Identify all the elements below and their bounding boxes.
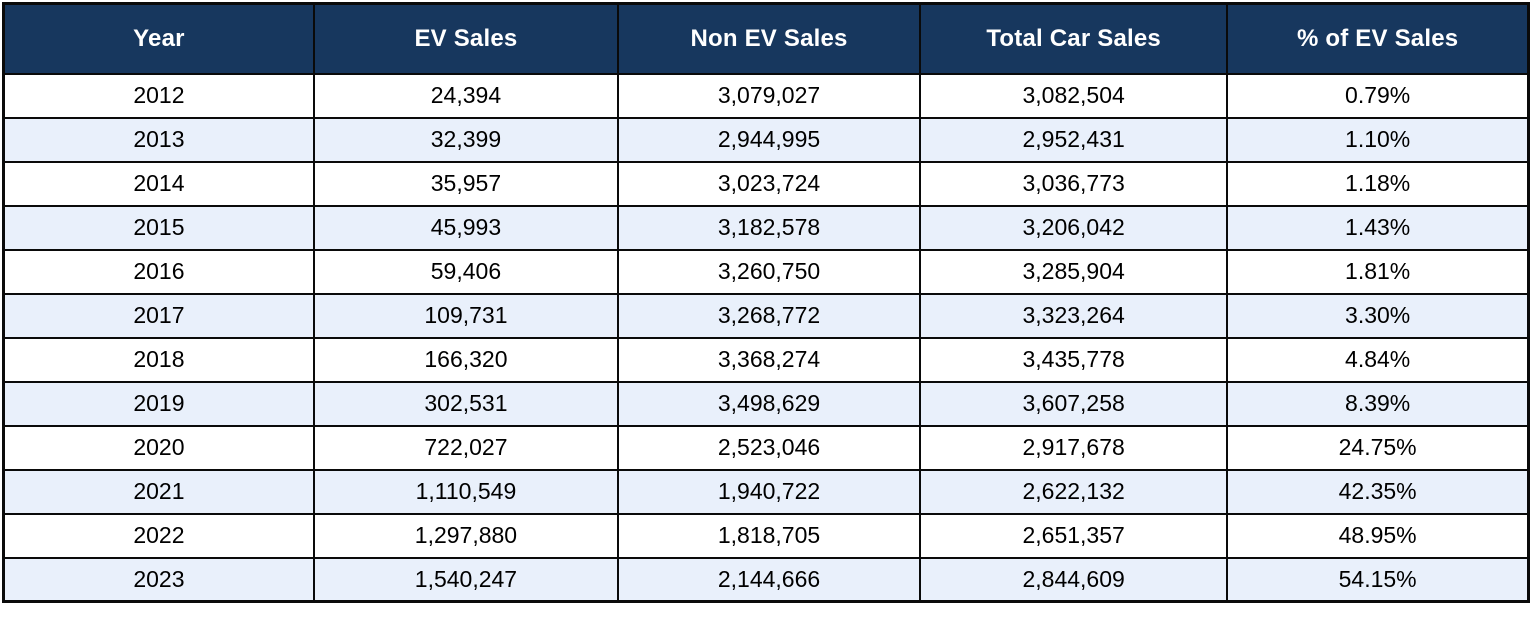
table-cell: 3,498,629 <box>617 380 921 427</box>
table-cell: 302,531 <box>312 380 620 427</box>
table-cell: 2,844,609 <box>918 556 1229 603</box>
table-cell: 48.95% <box>1226 512 1530 559</box>
table-row: 2018 166,320 3,368,274 3,435,778 4.84% <box>2 336 1530 383</box>
table-cell: 3,036,773 <box>918 160 1229 207</box>
table-row: 2022 1,297,880 1,818,705 2,651,357 48.95% <box>2 512 1530 559</box>
table-cell: 42.35% <box>1226 468 1530 515</box>
table-cell: 24,394 <box>312 72 620 119</box>
table-cell: 722,027 <box>312 424 620 471</box>
table-row: 2013 32,399 2,944,995 2,952,431 1.10% <box>2 116 1530 163</box>
table-cell: 59,406 <box>312 248 620 295</box>
table-cell: 109,731 <box>312 292 620 339</box>
table-cell: 3,435,778 <box>918 336 1229 383</box>
table-cell: 3,268,772 <box>617 292 921 339</box>
table-cell: 0.79% <box>1226 72 1530 119</box>
table-cell: 24.75% <box>1226 424 1530 471</box>
table-cell: 3,368,274 <box>617 336 921 383</box>
table-row: 2015 45,993 3,182,578 3,206,042 1.43% <box>2 204 1530 251</box>
table-cell: 1,818,705 <box>617 512 921 559</box>
table-cell: 1,297,880 <box>312 512 620 559</box>
table-cell: 3,079,027 <box>617 72 921 119</box>
table-cell: 2,651,357 <box>918 512 1229 559</box>
ev-sales-table: Year EV Sales Non EV Sales Total Car Sales%… <box>2 2 1530 603</box>
table-row: 2012 24,394 3,079,027 3,082,504 0.79% <box>2 72 1530 119</box>
table-row: 2023 1,540,247 2,144,666 2,844,609 54.15% <box>2 556 1530 603</box>
header-cell-year: Year <box>2 2 315 75</box>
table-cell: 35,957 <box>312 160 620 207</box>
table-cell: 1.43% <box>1226 204 1530 251</box>
table-cell: 2020 <box>2 424 315 471</box>
header-cell-non-ev-sales: Non EV Sales <box>617 2 921 75</box>
table-cell: 8.39% <box>1226 380 1530 427</box>
table-cell: 2023 <box>2 556 315 603</box>
table-cell: 3,260,750 <box>617 248 921 295</box>
table-cell: 3,182,578 <box>617 204 921 251</box>
table-header: Year EV Sales Non EV Sales Total Car Sales%… <box>2 2 1530 75</box>
table-cell: 4.84% <box>1226 336 1530 383</box>
table-cell: 3.30% <box>1226 292 1530 339</box>
table-row: 2014 35,957 3,023,724 3,036,773 1.18% <box>2 160 1530 207</box>
table-cell: 54.15% <box>1226 556 1530 603</box>
header-cell-of-ev-sales: % of EV Sales <box>1226 2 1530 75</box>
table-cell: 45,993 <box>312 204 620 251</box>
header-cell-ev-sales: EV Sales <box>312 2 620 75</box>
table-cell: 3,206,042 <box>918 204 1229 251</box>
table-cell: 2,952,431 <box>918 116 1229 163</box>
document-page: Year EV Sales Non EV Sales Total Car Sales%… <box>2 2 1530 603</box>
table-cell: 1.81% <box>1226 248 1530 295</box>
table-cell: 3,023,724 <box>617 160 921 207</box>
table-cell: 1,110,549 <box>312 468 620 515</box>
table-row: 2021 1,110,549 1,940,722 2,622,132 42.35% <box>2 468 1530 515</box>
table-cell: 32,399 <box>312 116 620 163</box>
table-cell: 2,622,132 <box>918 468 1229 515</box>
table-cell: 2018 <box>2 336 315 383</box>
table-cell: 2012 <box>2 72 315 119</box>
table-row: 2019 302,531 3,498,629 3,607,258 8.39% <box>2 380 1530 427</box>
table-cell: 1,940,722 <box>617 468 921 515</box>
table-cell: 2015 <box>2 204 315 251</box>
table-cell: 2019 <box>2 380 315 427</box>
table-cell: 2,523,046 <box>617 424 921 471</box>
table-cell: 2016 <box>2 248 315 295</box>
table-cell: 2017 <box>2 292 315 339</box>
table-cell: 1.18% <box>1226 160 1530 207</box>
header-row: Year EV Sales Non EV Sales Total Car Sales%… <box>2 2 1530 75</box>
table-cell: 3,285,904 <box>918 248 1229 295</box>
table-cell: 2021 <box>2 468 315 515</box>
table-row: 2020 722,027 2,523,046 2,917,678 24.75% <box>2 424 1530 471</box>
table-cell: 2,144,666 <box>617 556 921 603</box>
table-body: 2012 24,394 3,079,027 3,082,504 0.79% 2013 32,… <box>2 72 1530 603</box>
table-cell: 1,540,247 <box>312 556 620 603</box>
table-cell: 3,082,504 <box>918 72 1229 119</box>
header-cell-total-car-sales: Total Car Sales <box>918 2 1229 75</box>
table-row: 2016 59,406 3,260,750 3,285,904 1.81% <box>2 248 1530 295</box>
table-cell: 166,320 <box>312 336 620 383</box>
table-cell: 2014 <box>2 160 315 207</box>
table-cell: 2013 <box>2 116 315 163</box>
table-cell: 3,323,264 <box>918 292 1229 339</box>
table-cell: 2,944,995 <box>617 116 921 163</box>
table-row: 2017 109,731 3,268,772 3,323,264 3.30% <box>2 292 1530 339</box>
table-cell: 1.10% <box>1226 116 1530 163</box>
table-cell: 2022 <box>2 512 315 559</box>
table-cell: 3,607,258 <box>918 380 1229 427</box>
table-cell: 2,917,678 <box>918 424 1229 471</box>
